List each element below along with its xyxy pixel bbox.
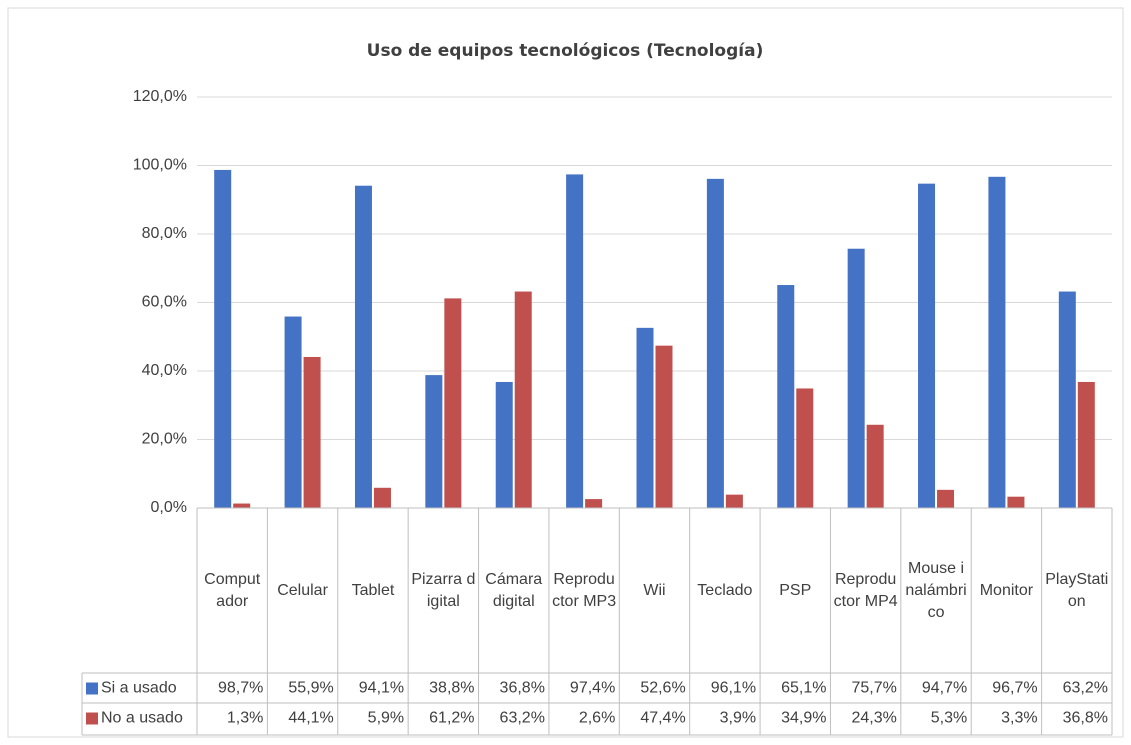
- x-tick-label: Computador: [204, 570, 261, 610]
- bar: [866, 424, 884, 508]
- legend-label: Si a usado: [101, 680, 177, 697]
- x-tick-label-box: PlayStation: [1045, 570, 1109, 610]
- legend-key: [86, 712, 98, 725]
- x-tick-label-box: Teclado: [697, 581, 753, 599]
- data-label: 3,9%: [720, 710, 756, 727]
- x-tick-label: Monitor: [979, 581, 1034, 599]
- x-tick-label-box: Monitor: [979, 581, 1034, 599]
- y-tick-label: 0,0%: [151, 499, 187, 516]
- x-tick-label-box: Cámara digital: [485, 570, 543, 610]
- data-label: 47,4%: [640, 710, 685, 727]
- x-tick-label: Pizarra digital: [411, 570, 476, 610]
- bar: [425, 375, 443, 508]
- x-tick-label-box: Wii: [643, 581, 666, 599]
- y-tick-label: 20,0%: [142, 431, 187, 448]
- legend-label: No a usado: [101, 710, 183, 727]
- data-label: 36,8%: [500, 680, 545, 697]
- bar: [303, 356, 321, 508]
- chart-title: Uso de equipos tecnológicos (Tecnología): [367, 41, 764, 61]
- x-tick-label: Reproductor MP3: [552, 570, 617, 610]
- bar: [354, 185, 372, 508]
- x-tick-label: Teclado: [697, 581, 753, 599]
- bar: [1077, 381, 1095, 508]
- bar: [566, 174, 584, 508]
- x-tick-label-box: Computador: [204, 570, 261, 610]
- data-label: 52,6%: [640, 680, 685, 697]
- bar: [847, 248, 865, 509]
- x-tick-label: Mouse inalámbrico: [905, 559, 967, 621]
- y-tick-label: 60,0%: [142, 294, 187, 311]
- data-label: 98,7%: [218, 680, 263, 697]
- bar: [373, 487, 391, 508]
- x-tick-label: PlayStation: [1045, 570, 1109, 610]
- x-tick-label: Cámara digital: [485, 570, 543, 610]
- x-tick-label: PSP: [779, 581, 812, 599]
- bar: [777, 285, 795, 508]
- data-label: 55,9%: [288, 680, 333, 697]
- data-label: 75,7%: [851, 680, 896, 697]
- x-tick-label-box: Pizarra digital: [411, 570, 476, 610]
- bar: [495, 381, 513, 508]
- x-tick-label: Tablet: [351, 581, 395, 599]
- data-label: 5,3%: [931, 710, 967, 727]
- data-label: 24,3%: [851, 710, 896, 727]
- bar: [284, 316, 302, 508]
- bar: [636, 327, 654, 508]
- bar: [706, 178, 724, 509]
- x-tick-label-box: Reproductor MP3: [552, 570, 617, 610]
- bar: [937, 489, 955, 508]
- bar: [214, 169, 232, 508]
- y-tick-label: 80,0%: [142, 225, 187, 242]
- bar: [796, 388, 814, 508]
- data-label: 2,6%: [579, 710, 615, 727]
- x-tick-label: Reproductor MP4: [833, 570, 898, 610]
- data-label: 1,3%: [227, 710, 263, 727]
- bar: [444, 298, 462, 508]
- data-label: 36,8%: [1063, 710, 1108, 727]
- data-label: 5,9%: [368, 710, 404, 727]
- bar: [918, 183, 936, 508]
- y-tick-label: 120,0%: [133, 88, 187, 105]
- data-label: 97,4%: [570, 680, 615, 697]
- x-tick-label-box: Reproductor MP4: [833, 570, 898, 610]
- bar: [233, 503, 251, 508]
- bar: [514, 291, 532, 508]
- bar: [655, 345, 673, 508]
- y-tick-label: 40,0%: [142, 362, 187, 379]
- data-label: 3,3%: [1001, 710, 1037, 727]
- bar: [1007, 496, 1025, 508]
- data-label: 61,2%: [429, 710, 474, 727]
- data-label: 96,1%: [711, 680, 756, 697]
- data-label: 63,2%: [500, 710, 545, 727]
- x-tick-label-box: Celular: [277, 581, 328, 599]
- x-tick-label-box: Tablet: [351, 581, 395, 599]
- x-tick-label-box: PSP: [779, 581, 812, 599]
- data-label: 96,7%: [992, 680, 1037, 697]
- y-tick-label: 100,0%: [133, 157, 187, 174]
- x-tick-label: Celular: [277, 581, 328, 599]
- x-tick-label-box: Mouse inalámbrico: [905, 559, 967, 621]
- data-label: 65,1%: [781, 680, 826, 697]
- bar: [725, 494, 743, 508]
- legend-key: [86, 682, 98, 695]
- bar: [585, 499, 603, 508]
- bar: [1058, 291, 1076, 508]
- chart-border: [7, 7, 1124, 738]
- data-label: 44,1%: [288, 710, 333, 727]
- data-label: 38,8%: [429, 680, 474, 697]
- x-tick-label: Wii: [643, 581, 666, 599]
- data-label: 63,2%: [1063, 680, 1108, 697]
- data-label: 94,7%: [922, 680, 967, 697]
- data-label: 94,1%: [359, 680, 404, 697]
- bar: [988, 176, 1006, 509]
- data-label: 34,9%: [781, 710, 826, 727]
